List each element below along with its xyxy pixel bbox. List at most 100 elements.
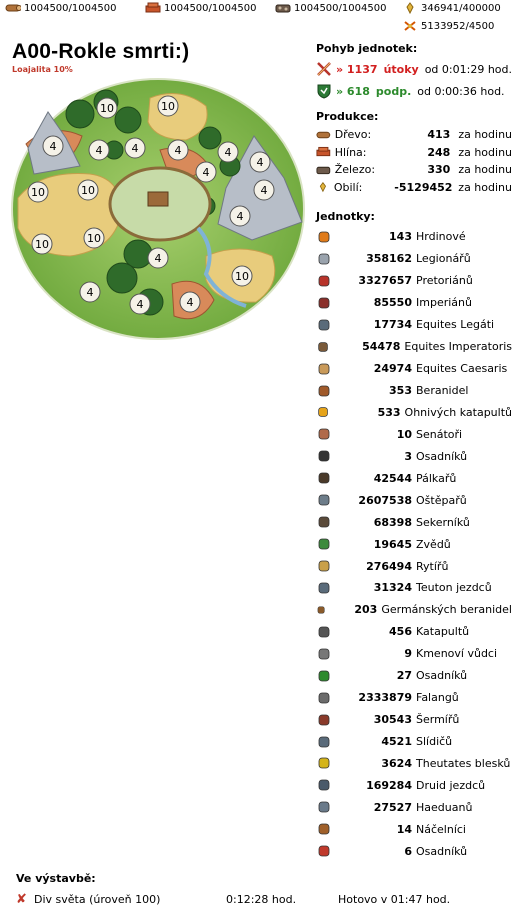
wood-icon <box>316 131 331 138</box>
svg-text:10: 10 <box>31 186 45 199</box>
unit-icon <box>318 670 330 682</box>
svg-text:4: 4 <box>203 166 210 179</box>
unit-count: 358162 <box>366 252 412 266</box>
unit-name: Náčelníci <box>416 822 466 836</box>
unit-icon <box>318 253 330 265</box>
unit-count: 9 <box>404 647 412 661</box>
unit-icon <box>318 582 330 594</box>
field-badge[interactable]: 4 <box>167 139 189 161</box>
unit-icon <box>318 692 330 704</box>
unit-icon <box>318 275 330 287</box>
unit-icon <box>318 450 330 462</box>
unit-icon <box>318 319 330 331</box>
construction-item: Div světa (úroveň 100) <box>34 893 161 906</box>
field-badge[interactable]: 10 <box>96 97 118 119</box>
unit-count: 143 <box>389 230 412 244</box>
production-clay: Hlína: 248 za hodinu <box>316 144 512 162</box>
unit-row: 203 Germánských beranidel <box>316 599 512 621</box>
field-badge[interactable]: 4 <box>229 205 251 227</box>
field-badge[interactable]: 4 <box>195 161 217 183</box>
unit-name: Falangů <box>416 691 459 705</box>
village-building <box>147 191 169 207</box>
field-badge[interactable]: 4 <box>42 135 64 157</box>
field-badge[interactable]: 4 <box>249 151 271 173</box>
unit-icon <box>318 516 330 528</box>
svg-text:4: 4 <box>155 252 162 265</box>
unit-count: 17734 <box>373 318 412 332</box>
unit-count: 19645 <box>373 537 412 551</box>
unit-row: 2607538 Oštěpařů <box>316 489 512 511</box>
production-unit: za hodinu <box>458 145 512 159</box>
unit-count: 54478 <box>362 340 401 354</box>
svg-text:4: 4 <box>237 210 244 223</box>
unit-icon <box>318 845 330 857</box>
production-unit: za hodinu <box>458 128 512 142</box>
field-badge[interactable]: 4 <box>179 291 201 313</box>
unit-row: 6 Osadníků <box>316 840 512 862</box>
field-badge[interactable]: 10 <box>231 265 253 287</box>
production-value: 330 <box>427 163 451 177</box>
unit-count: 31324 <box>373 581 412 595</box>
unit-name: Senátoři <box>416 427 463 441</box>
field-badge[interactable]: 10 <box>77 179 99 201</box>
unit-count: 30543 <box>373 713 412 727</box>
unit-row: 169284 Druid jezdců <box>316 774 512 796</box>
unit-row: 30543 Šermířů <box>316 709 512 731</box>
unit-count: 68398 <box>373 515 412 529</box>
unit-count: 42544 <box>373 471 412 485</box>
attack-amount: » 1137 <box>336 62 378 76</box>
production-name: Hlína: <box>334 145 367 159</box>
field-badge[interactable]: 4 <box>124 137 146 159</box>
svg-text:10: 10 <box>35 238 49 251</box>
production-wood: Dřevo: 413 za hodinu <box>316 126 512 144</box>
field-badge[interactable]: 10 <box>27 181 49 203</box>
svg-text:10: 10 <box>81 184 95 197</box>
attack-movement[interactable]: » 1137 útoky od 0:01:29 hod. <box>316 58 512 80</box>
unit-name: Kmenoví vůdci <box>416 647 498 661</box>
field-badge[interactable]: 4 <box>147 247 169 269</box>
unit-count: 203 <box>354 603 378 617</box>
field-badge[interactable]: 4 <box>129 293 151 315</box>
unit-count: 4521 <box>381 735 412 749</box>
unit-count: 6 <box>404 844 412 858</box>
field-badge[interactable]: 4 <box>253 179 275 201</box>
unit-icon <box>318 801 330 813</box>
unit-name: Oštěpařů <box>416 493 467 507</box>
unit-icon <box>318 714 330 725</box>
unit-icon <box>318 407 328 418</box>
clay-resource: 1004500/1004500 <box>145 2 256 14</box>
field-badge[interactable]: 10 <box>31 233 53 255</box>
unit-row: 358162 Legionářů <box>316 248 512 270</box>
production-name: Železo: <box>334 163 376 177</box>
unit-name: Equites Imperatoris <box>404 340 512 354</box>
field-badge[interactable]: 4 <box>217 141 239 163</box>
unit-name: Pálkařů <box>416 471 457 485</box>
unit-icon <box>318 385 330 396</box>
field-badge[interactable]: 10 <box>83 227 105 249</box>
unit-row: 2333879 Falangů <box>316 687 512 709</box>
unit-icon <box>318 472 330 484</box>
loyalty-label: Loajalita 10% <box>12 65 73 74</box>
attack-time: od 0:01:29 hod. <box>424 62 512 76</box>
unit-name: Slídičů <box>416 735 453 749</box>
cancel-construction-icon[interactable]: ✘ <box>16 892 27 907</box>
units-title: Jednotky: <box>316 210 375 223</box>
unit-row: 3624 Theutates blesků <box>316 753 512 775</box>
svg-text:4: 4 <box>261 184 268 197</box>
svg-text:4: 4 <box>257 156 264 169</box>
unit-name: Druid jezdců <box>416 778 486 792</box>
svg-text:4: 4 <box>187 296 194 309</box>
support-movement[interactable]: » 618 podp. od 0:00:36 hod. <box>316 80 512 102</box>
unit-row: 353 Beranidel <box>316 380 512 402</box>
svg-text:4: 4 <box>175 144 182 157</box>
field-badge[interactable]: 4 <box>88 139 110 161</box>
units-list: 143 Hrdinové 358162 Legionářů 3327657 Pretori… <box>316 226 512 862</box>
unit-row: 10 Senátoři <box>316 423 512 445</box>
field-badge[interactable]: 4 <box>79 281 101 303</box>
unit-name: Legionářů <box>416 252 471 266</box>
attack-label: útoky <box>383 62 419 76</box>
unit-count: 456 <box>389 625 412 639</box>
unit-name: Imperiánů <box>416 296 472 310</box>
field-badge[interactable]: 10 <box>157 95 179 117</box>
unit-name: Zvědů <box>416 537 451 551</box>
